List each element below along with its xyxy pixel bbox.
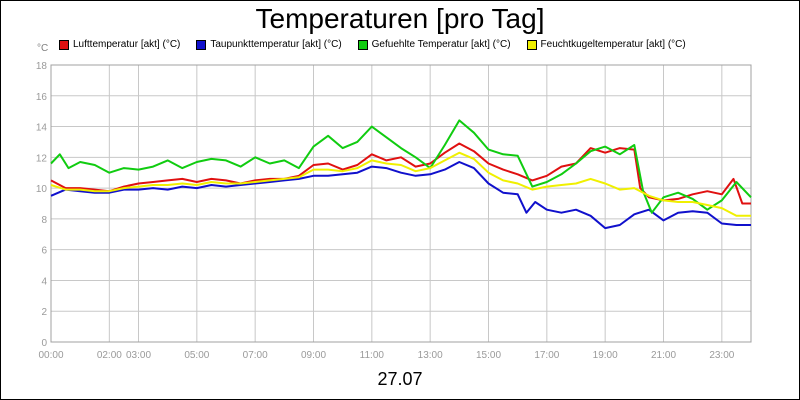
date-label: 27.07 (377, 369, 423, 389)
y-tick-label: 14 (36, 123, 48, 134)
x-tick-label: 17:00 (534, 350, 559, 361)
x-tick-label: 13:00 (418, 350, 443, 361)
series-line-3 (50, 151, 751, 217)
x-tick-label: 15:00 (476, 350, 501, 361)
y-tick-label: 0 (41, 338, 47, 349)
legend-label: Gefuehlte Temperatur [akt] (°C) (371, 39, 511, 50)
x-tick-label: 07:00 (243, 350, 268, 361)
legend-swatch (357, 39, 368, 50)
x-tick-label: 03:00 (126, 350, 151, 361)
legend-item-gefuehlte-temperatur: Gefuehlte Temperatur [akt] (°C) (357, 39, 511, 50)
legend-label: Feuchtkugeltemperatur [akt] (°C) (540, 39, 686, 50)
y-tick-label: 16 (36, 92, 48, 103)
plot-border (50, 64, 752, 343)
legend-item-lufttemperatur: Lufttemperatur [akt] (°C) (59, 39, 180, 50)
series-line-1 (50, 161, 751, 230)
x-tick-label: 23:00 (709, 350, 734, 361)
y-tick-label: 4 (41, 276, 47, 287)
x-tick-label: 05:00 (184, 350, 209, 361)
legend-label: Taupunkttemperatur [akt] (°C) (210, 39, 342, 50)
x-tick-label: 21:00 (651, 350, 676, 361)
y-tick-label: 8 (41, 215, 47, 226)
x-tick-label: 02:00 (97, 350, 122, 361)
x-tick-label: 09:00 (301, 350, 326, 361)
legend-item-feuchtkugeltemperatur: Feuchtkugeltemperatur [akt] (°C) (526, 39, 686, 50)
chart-title: Temperaturen [pro Tag] (255, 3, 545, 34)
legend-swatch (59, 39, 69, 50)
x-tick-label: 11:00 (360, 350, 385, 361)
legend-swatch (526, 39, 537, 50)
y-tick-label: 18 (36, 61, 48, 72)
x-tick-label: 19:00 (593, 350, 618, 361)
legend: Lufttemperatur [akt] (°C) Taupunkttemper… (59, 39, 686, 50)
y-tick-label: 6 (41, 246, 47, 257)
x-tick-label: 00:00 (38, 350, 63, 361)
y-tick-label: 12 (36, 153, 48, 164)
y-tick-label: 10 (36, 184, 48, 195)
y-tick-label: 2 (41, 307, 47, 318)
legend-label: Lufttemperatur [akt] (°C) (73, 39, 181, 50)
legend-swatch (196, 39, 207, 50)
legend-item-taupunkttemperatur: Taupunkttemperatur [akt] (°C) (196, 39, 342, 50)
y-axis-unit: °C (37, 43, 49, 54)
series-line-2 (50, 119, 752, 214)
